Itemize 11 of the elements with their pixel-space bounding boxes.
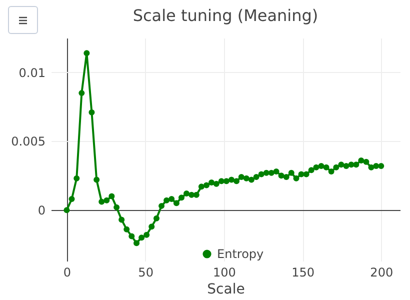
- chart-title: Scale tuning (Meaning): [132, 6, 318, 25]
- x-tick-label: 50: [138, 266, 154, 280]
- x-axis-title: Scale: [207, 282, 245, 298]
- legend-label: Entropy: [217, 247, 264, 261]
- x-tick-label: 200: [370, 266, 394, 280]
- y-tick-label: 0: [38, 204, 46, 218]
- y-tick-label: 0.005: [11, 134, 46, 149]
- x-tick-label: 100: [212, 266, 236, 280]
- y-tick-label: 0.01: [18, 66, 46, 80]
- x-tick-label: 150: [292, 266, 314, 280]
- x-tick-label: 0: [63, 266, 72, 280]
